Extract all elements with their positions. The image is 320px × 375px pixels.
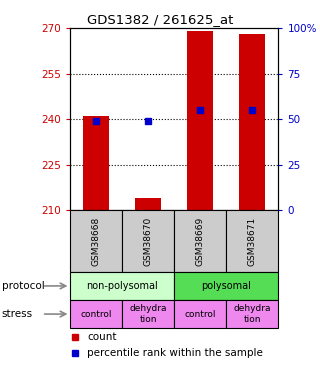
Bar — [84, 116, 109, 210]
Text: protocol: protocol — [2, 281, 44, 291]
Text: non-polysomal: non-polysomal — [86, 281, 158, 291]
Text: dehydra
tion: dehydra tion — [234, 304, 271, 324]
Text: control: control — [81, 310, 112, 319]
Text: GDS1382 / 261625_at: GDS1382 / 261625_at — [87, 13, 233, 26]
Bar — [188, 31, 213, 210]
Bar — [135, 198, 161, 210]
Text: polysomal: polysomal — [202, 281, 251, 291]
Bar — [174, 210, 227, 272]
Bar — [174, 300, 227, 328]
Bar — [123, 210, 174, 272]
Bar — [227, 210, 278, 272]
Text: GSM38671: GSM38671 — [248, 216, 257, 266]
Bar — [123, 300, 174, 328]
Bar — [70, 210, 123, 272]
Bar — [227, 300, 278, 328]
Text: control: control — [185, 310, 216, 319]
Bar — [174, 272, 278, 300]
Bar — [70, 300, 123, 328]
Bar — [70, 272, 174, 300]
Text: count: count — [87, 332, 116, 342]
Text: dehydra
tion: dehydra tion — [130, 304, 167, 324]
Text: stress: stress — [2, 309, 33, 319]
Text: percentile rank within the sample: percentile rank within the sample — [87, 348, 263, 358]
Text: GSM38668: GSM38668 — [92, 216, 101, 266]
Bar — [239, 34, 265, 210]
Text: GSM38669: GSM38669 — [196, 216, 205, 266]
Text: GSM38670: GSM38670 — [144, 216, 153, 266]
